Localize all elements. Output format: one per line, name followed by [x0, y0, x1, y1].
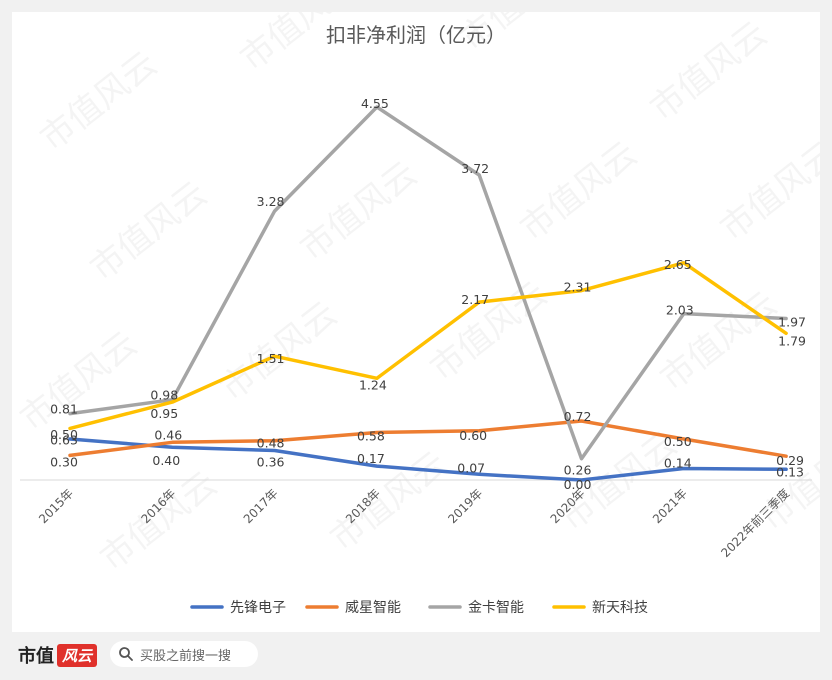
data-label: 0.72: [564, 409, 592, 424]
x-tick-label: 2019年: [445, 486, 485, 526]
data-label: 1.97: [778, 315, 806, 330]
data-label: 2.17: [461, 292, 489, 307]
chart-title: 扣非净利润（亿元）: [326, 23, 506, 47]
data-label: 0.50: [664, 434, 692, 449]
legend-label-3: 金卡智能: [468, 600, 524, 616]
watermark-text: 市值风云: [713, 134, 820, 249]
x-tick-label: 2017年: [241, 486, 281, 526]
data-label: 0.17: [357, 451, 385, 466]
data-label: 1.24: [359, 377, 387, 392]
series-line-4: [68, 261, 788, 431]
data-label: 0.48: [257, 436, 285, 451]
series-line-3: [68, 105, 788, 461]
watermark-text: 市值风云: [13, 324, 145, 439]
data-label: 0.58: [357, 428, 385, 443]
search-placeholder: 买股之前搜一搜: [140, 648, 232, 664]
data-label: 0.60: [459, 428, 487, 443]
search-icon: [119, 647, 133, 661]
watermark-text: 市值风云: [93, 464, 225, 579]
data-label: 0.00: [564, 477, 592, 492]
data-label: 1.51: [257, 351, 285, 366]
data-label: 0.40: [152, 453, 180, 468]
data-label: 4.55: [361, 96, 389, 111]
watermark-text: 市值风云: [513, 134, 645, 249]
brand-badge: 风云: [57, 643, 98, 667]
watermark-text: 市值风云: [653, 284, 785, 399]
search-input[interactable]: 买股之前搜一搜: [110, 641, 258, 667]
data-label: 2.65: [664, 257, 692, 272]
data-label: 0.14: [664, 456, 692, 471]
watermark-text: 市值风云: [33, 44, 165, 159]
data-label: 0.07: [457, 460, 485, 475]
data-label: 0.98: [150, 388, 178, 403]
footer-bar: 市值 风云 买股之前搜一搜: [0, 632, 832, 680]
data-label: 0.26: [564, 463, 592, 478]
legend-label-4: 新天科技: [592, 600, 648, 616]
data-label: 0.95: [150, 406, 178, 421]
brand-name: 市值: [18, 646, 54, 667]
data-label: 3.28: [257, 194, 285, 209]
legend-label-1: 先锋电子: [230, 600, 286, 616]
data-label: 2.03: [666, 303, 694, 318]
chart-card: 市值风云 市值风云 市值风云 市值风云 市值风云 市值风云 市值风云 市值风云 市值风云 市值风云…: [12, 12, 820, 632]
data-label: 0.13: [776, 464, 804, 479]
data-label: 3.72: [461, 161, 489, 176]
data-label: 1.79: [778, 333, 806, 348]
data-label: 0.30: [50, 454, 78, 469]
watermark-text: 市值风云: [83, 174, 215, 289]
series-line-1: [68, 437, 788, 482]
x-tick-label: 2021年: [650, 486, 690, 526]
x-tick-label: 2015年: [36, 486, 76, 526]
legend-label-2: 威星智能: [345, 600, 401, 616]
data-label: 0.50: [50, 427, 78, 442]
data-label: 0.63: [50, 432, 78, 447]
data-label: 0.81: [50, 402, 78, 417]
series-line-2: [68, 419, 788, 458]
data-label: 2.31: [564, 280, 592, 295]
data-label: 0.36: [257, 454, 285, 469]
watermark-text: 市值风云: [643, 14, 775, 129]
data-label: 0.46: [154, 427, 182, 442]
brand-logo[interactable]: 市值 风云: [18, 642, 98, 668]
data-label: 0.29: [776, 453, 804, 468]
